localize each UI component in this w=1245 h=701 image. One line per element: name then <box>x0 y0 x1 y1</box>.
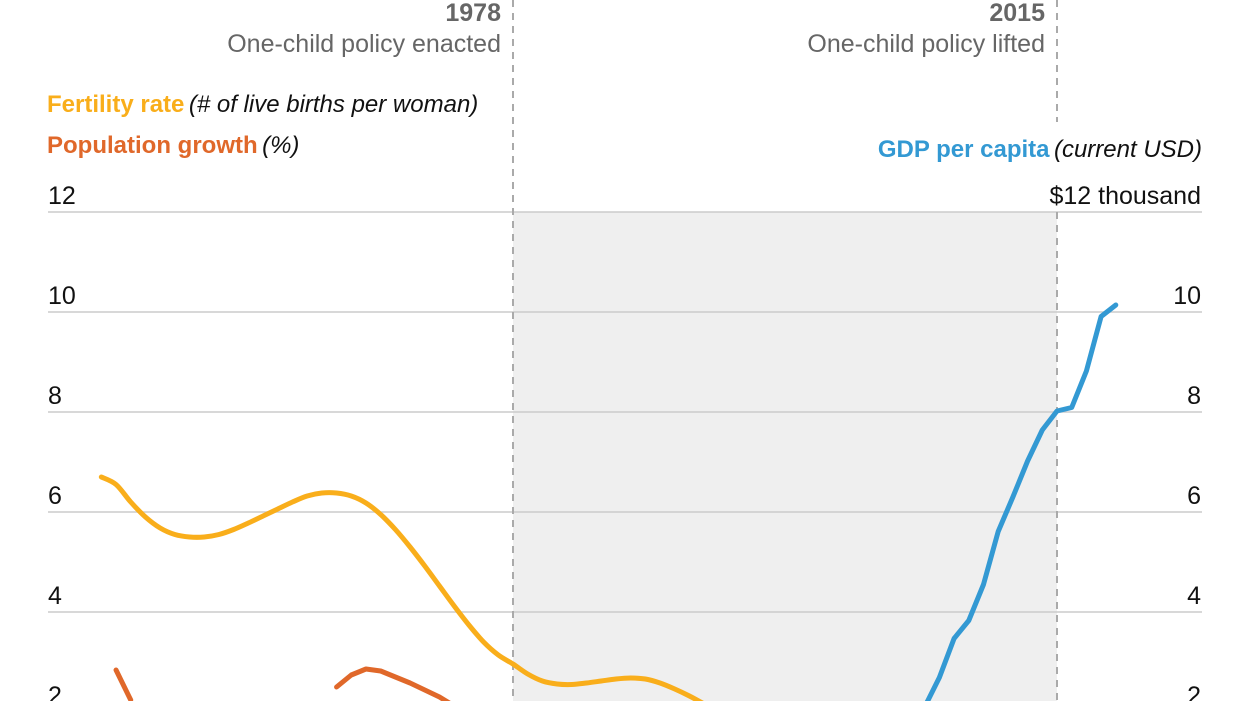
gdp-per-capita-line <box>924 302 1119 701</box>
legend-gdp-unit: (current USD) <box>1054 136 1202 163</box>
right-tick: $12 thousand <box>1049 182 1201 210</box>
fertility-rate-line <box>98 474 704 701</box>
annotation-year-2015: 2015 <box>989 0 1045 27</box>
annotation-label-1978: One-child policy enacted <box>227 30 501 58</box>
one-child-policy-period-shade <box>513 212 1057 701</box>
legend-gdp-name: GDP per capita <box>878 136 1050 163</box>
right-tick: 2 <box>1187 682 1201 701</box>
left-tick: 10 <box>48 282 76 310</box>
population-growth-line <box>334 666 451 701</box>
left-tick: 8 <box>48 382 62 410</box>
legend-fertility-unit: (# of live births per woman) <box>189 91 478 118</box>
annotation-year-1978: 1978 <box>445 0 501 27</box>
gridlines <box>48 211 1202 613</box>
annotation-lines <box>512 0 1058 701</box>
left-tick: 2 <box>48 682 62 701</box>
legend-gdp: GDP per capita (current USD) <box>878 136 1202 163</box>
right-tick: 4 <box>1187 582 1201 610</box>
legend-population-name: Population growth <box>47 132 258 159</box>
right-axis-ticks: $12 thousand 10 8 6 4 2 <box>1049 182 1201 701</box>
left-tick: 4 <box>48 582 62 610</box>
legend-population: Population growth (%) <box>47 132 299 159</box>
right-tick: 6 <box>1187 482 1201 510</box>
left-tick: 6 <box>48 482 62 510</box>
right-tick: 8 <box>1187 382 1201 410</box>
left-tick: 12 <box>48 182 76 210</box>
legend-fertility: Fertility rate (# of live births per wom… <box>47 91 478 118</box>
series-lines <box>98 302 1119 701</box>
left-axis-ticks: 12 10 8 6 4 2 <box>48 182 76 701</box>
right-tick: 10 <box>1173 282 1201 310</box>
annotation-label-2015: One-child policy lifted <box>807 30 1045 58</box>
population-growth-line <box>113 667 134 701</box>
legend-population-unit: (%) <box>262 132 299 159</box>
legend-fertility-name: Fertility rate <box>47 91 184 118</box>
